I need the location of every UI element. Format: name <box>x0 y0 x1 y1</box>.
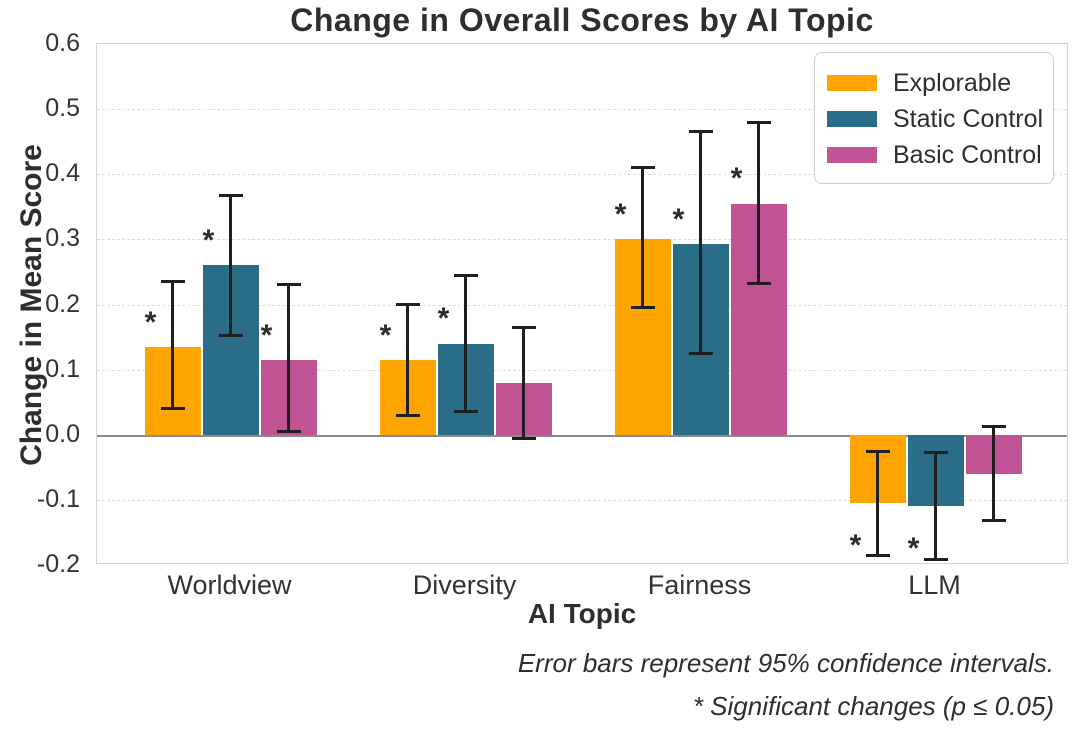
error-bar-cap <box>395 303 420 306</box>
error-bar <box>641 167 644 308</box>
error-bar <box>699 131 702 354</box>
legend-label: Static Control <box>893 104 1044 133</box>
significance-asterisk: * <box>260 318 273 352</box>
y-tick-label: 0.5 <box>45 94 80 123</box>
footnote-error-bars: Error bars represent 95% confidence inte… <box>517 648 1054 678</box>
chart-title: Change in Overall Scores by AI Topic <box>290 2 874 38</box>
error-bar-cap <box>395 413 420 417</box>
error-bar <box>406 304 409 416</box>
error-bar <box>757 122 760 284</box>
error-bar-cap <box>511 325 536 329</box>
gridline <box>97 369 1067 371</box>
y-tick-label: 0.0 <box>45 419 80 448</box>
error-bar-cap <box>688 130 713 134</box>
error-bar-cap <box>865 553 890 557</box>
error-bar-cap <box>160 280 185 284</box>
error-bar <box>992 426 995 521</box>
error-bar <box>287 284 290 432</box>
error-bar <box>171 281 174 409</box>
significance-asterisk: * <box>672 202 685 236</box>
legend-item: Basic Control <box>827 137 1042 173</box>
x-tick-label: LLM <box>908 570 961 600</box>
error-bar-cap <box>630 306 655 310</box>
y-tick-label: 0.4 <box>45 159 80 188</box>
gridline <box>97 109 1067 111</box>
error-bar-cap <box>981 519 1006 523</box>
legend-item: Explorable <box>827 65 1039 101</box>
legend-label: Explorable <box>893 68 1012 97</box>
significance-asterisk: * <box>849 528 862 562</box>
legend-swatch-explorable-icon <box>827 75 877 91</box>
error-bar-cap <box>865 450 890 454</box>
error-bar-cap <box>688 352 713 356</box>
x-tick-label: Worldview <box>167 570 292 600</box>
x-axis-label: AI Topic <box>527 598 637 629</box>
legend-label: Basic Control <box>893 140 1042 169</box>
gridline <box>97 304 1067 306</box>
legend-item: Static Control <box>827 101 1043 137</box>
zero-line <box>97 434 1067 437</box>
significance-asterisk: * <box>437 302 450 336</box>
y-tick-label: 0.1 <box>45 354 80 383</box>
y-tick-label: 0.3 <box>45 224 80 253</box>
error-bar-cap <box>160 407 185 411</box>
error-bar <box>876 451 879 556</box>
error-bar-cap <box>511 436 536 440</box>
error-bar <box>522 327 525 438</box>
legend-swatch-basic-control-icon <box>827 147 877 163</box>
significance-asterisk: * <box>730 162 743 196</box>
y-tick-label: 0.6 <box>45 29 80 57</box>
error-bar-cap <box>453 273 478 277</box>
error-bar-cap <box>276 429 301 433</box>
error-bar-cap <box>923 450 948 454</box>
legend-swatch-static-control-icon <box>827 111 877 127</box>
error-bar-cap <box>923 558 948 562</box>
gridline <box>97 174 1067 176</box>
error-bar-cap <box>746 282 771 286</box>
y-tick-label: -0.1 <box>36 484 80 513</box>
error-bar-cap <box>276 283 301 287</box>
significance-asterisk: * <box>907 532 920 566</box>
error-bar-cap <box>218 193 243 197</box>
significance-asterisk: * <box>614 198 627 232</box>
footnote-significance: * Significant changes (p ≤ 0.05) <box>692 691 1054 721</box>
x-tick-label: Diversity <box>412 570 517 600</box>
error-bar-cap <box>218 333 243 337</box>
significance-asterisk: * <box>379 318 392 352</box>
gridline <box>97 239 1067 241</box>
y-tick-label: 0.2 <box>45 289 80 318</box>
gridline <box>97 499 1067 501</box>
significance-asterisk: * <box>144 305 157 339</box>
error-bar-cap <box>630 166 655 170</box>
error-bar <box>934 452 937 560</box>
error-bar-cap <box>453 410 478 414</box>
legend: Explorable Static Control Basic Control <box>814 52 1054 184</box>
significance-asterisk: * <box>202 224 215 258</box>
error-bar <box>229 195 232 336</box>
error-bar <box>464 275 467 412</box>
error-bar-cap <box>746 120 771 124</box>
error-bar-cap <box>981 425 1006 429</box>
x-tick-label: Fairness <box>647 570 752 600</box>
y-tick-label: -0.2 <box>36 550 80 578</box>
